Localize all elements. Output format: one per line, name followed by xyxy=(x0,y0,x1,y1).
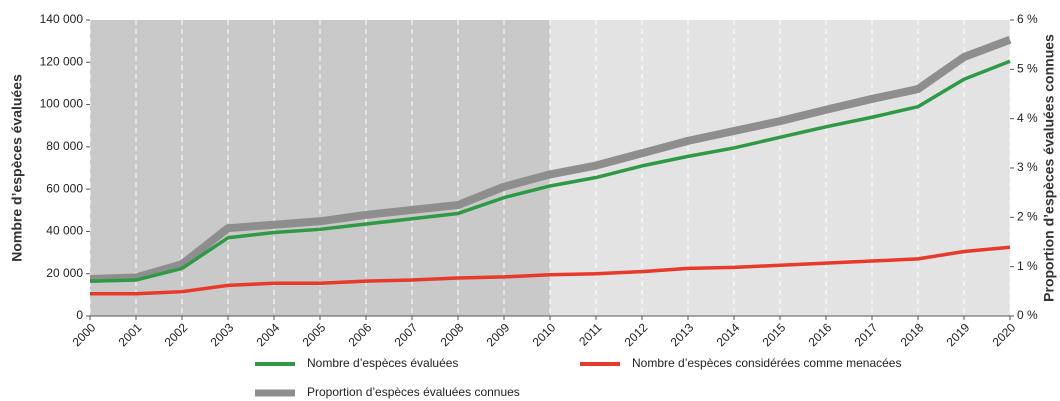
x-tick-label: 2012 xyxy=(622,320,651,349)
x-tick-label: 2006 xyxy=(346,320,375,349)
y-tick-label: 20 000 xyxy=(46,266,83,280)
y2-tick-label: 0 % xyxy=(1017,308,1038,322)
series-line xyxy=(90,245,1011,296)
y-tick-label: 40 000 xyxy=(46,224,83,238)
y-tick-label: 80 000 xyxy=(46,139,83,153)
x-tick-label: 2017 xyxy=(852,320,881,349)
x-tick-label: 2000 xyxy=(70,320,99,349)
x-tick-label: 2004 xyxy=(254,320,283,349)
y-tick-label: 120 000 xyxy=(40,54,84,68)
x-tick-label: 2019 xyxy=(944,320,973,349)
y2-tick-label: 5 % xyxy=(1017,62,1038,76)
y-tick-label: 0 xyxy=(76,308,83,322)
y-axis-title: Nombre d’espèces évaluées xyxy=(9,74,25,262)
x-tick-label: 2020 xyxy=(990,320,1019,349)
x-tick-label: 2010 xyxy=(530,320,559,349)
legend-label: Nombre d’espèces évaluées xyxy=(307,356,458,370)
series-line xyxy=(89,59,1011,283)
legend-label: Proportion d’espèces évaluées connues xyxy=(307,385,520,399)
y2-tick-label: 6 % xyxy=(1017,12,1038,26)
y2-axis-title: Proportion d’espèces évaluées connues xyxy=(1041,34,1057,302)
x-tick-label: 2007 xyxy=(392,320,421,349)
y2-tick-label: 2 % xyxy=(1017,210,1038,224)
y-tick-label: 60 000 xyxy=(46,181,83,195)
y2-tick-label: 3 % xyxy=(1017,160,1038,174)
x-tick-label: 2003 xyxy=(208,320,237,349)
y2-tick-label: 4 % xyxy=(1017,111,1038,125)
y-tick-label: 100 000 xyxy=(40,97,84,111)
x-tick-label: 2005 xyxy=(300,320,329,349)
x-tick-label: 2002 xyxy=(162,320,191,349)
x-tick-label: 2015 xyxy=(760,320,789,349)
x-tick-label: 2008 xyxy=(438,320,467,349)
x-tick-label: 2001 xyxy=(116,320,145,349)
x-tick-label: 2013 xyxy=(668,320,697,349)
legend-label: Nombre d’espèces considérées comme menac… xyxy=(632,356,901,370)
x-tick-label: 2014 xyxy=(714,320,743,349)
y2-tick-label: 1 % xyxy=(1017,259,1038,273)
x-tick-label: 2018 xyxy=(898,320,927,349)
x-tick-label: 2011 xyxy=(576,320,604,348)
y-tick-label: 140 000 xyxy=(40,12,84,26)
series-line xyxy=(89,35,1012,283)
x-tick-label: 2016 xyxy=(806,320,835,349)
x-tick-label: 2009 xyxy=(484,320,513,349)
